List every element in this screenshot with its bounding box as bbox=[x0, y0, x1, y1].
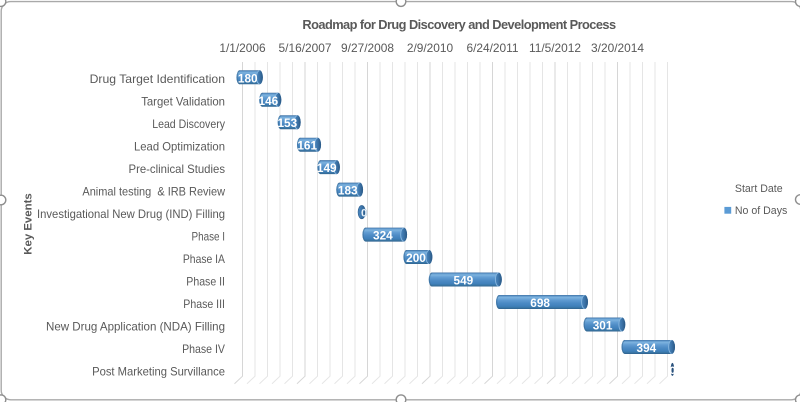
svg-text:Target Validation: Target Validation bbox=[141, 96, 225, 109]
svg-text:Investigational New Drug (IND): Investigational New Drug (IND) Filling bbox=[37, 208, 225, 221]
svg-text:Phase III: Phase III bbox=[183, 298, 225, 311]
svg-text:549: 549 bbox=[454, 274, 474, 288]
svg-text:149: 149 bbox=[317, 161, 337, 175]
svg-text:Post Marketing Survillance: Post Marketing Survillance bbox=[92, 365, 225, 378]
svg-text:5/16/2007: 5/16/2007 bbox=[279, 41, 332, 55]
svg-text:Phase I: Phase I bbox=[192, 231, 226, 244]
svg-text:698: 698 bbox=[530, 296, 550, 310]
svg-text:153: 153 bbox=[277, 116, 297, 130]
svg-text:1/1/2006: 1/1/2006 bbox=[219, 41, 266, 55]
svg-text:New Drug Application (NDA) Fil: New Drug Application (NDA) Filling bbox=[46, 320, 225, 333]
svg-text:324: 324 bbox=[373, 229, 393, 243]
svg-text:Animal testing & IRB Review: Animal testing & IRB Review bbox=[82, 186, 225, 199]
svg-text:No of Days: No of Days bbox=[735, 205, 787, 217]
svg-text:301: 301 bbox=[593, 318, 613, 332]
svg-text:Start Date: Start Date bbox=[735, 183, 783, 195]
svg-text:Phase IV: Phase IV bbox=[182, 343, 225, 356]
svg-text:Roadmap for Drug Discovery and: Roadmap for Drug Discovery and Developme… bbox=[302, 17, 616, 32]
svg-text:Lead Discovery: Lead Discovery bbox=[152, 118, 225, 131]
svg-text:Phase II: Phase II bbox=[186, 275, 225, 288]
svg-text:Key Events: Key Events bbox=[22, 193, 34, 254]
svg-text:200: 200 bbox=[406, 251, 426, 265]
svg-text:Drug Target Identification: Drug Target Identification bbox=[90, 73, 225, 86]
svg-text:2/9/2010: 2/9/2010 bbox=[407, 41, 454, 55]
svg-text:180: 180 bbox=[238, 71, 258, 85]
svg-text:Phase IA: Phase IA bbox=[183, 253, 225, 266]
svg-text:6/24/2011: 6/24/2011 bbox=[466, 41, 518, 55]
svg-text:0: 0 bbox=[361, 208, 367, 220]
svg-text:0: 0 bbox=[669, 365, 675, 377]
svg-text:11/5/2012: 11/5/2012 bbox=[529, 41, 581, 55]
svg-text:394: 394 bbox=[637, 341, 657, 355]
svg-text:Lead Optimization: Lead Optimization bbox=[134, 141, 225, 154]
svg-text:183: 183 bbox=[338, 184, 358, 198]
svg-text:161: 161 bbox=[297, 139, 317, 153]
svg-text:3/20/2014: 3/20/2014 bbox=[591, 41, 644, 55]
svg-text:Pre-clinical Studies: Pre-clinical Studies bbox=[129, 163, 226, 176]
svg-text:146: 146 bbox=[259, 94, 279, 108]
svg-text:9/27/2008: 9/27/2008 bbox=[341, 41, 394, 55]
